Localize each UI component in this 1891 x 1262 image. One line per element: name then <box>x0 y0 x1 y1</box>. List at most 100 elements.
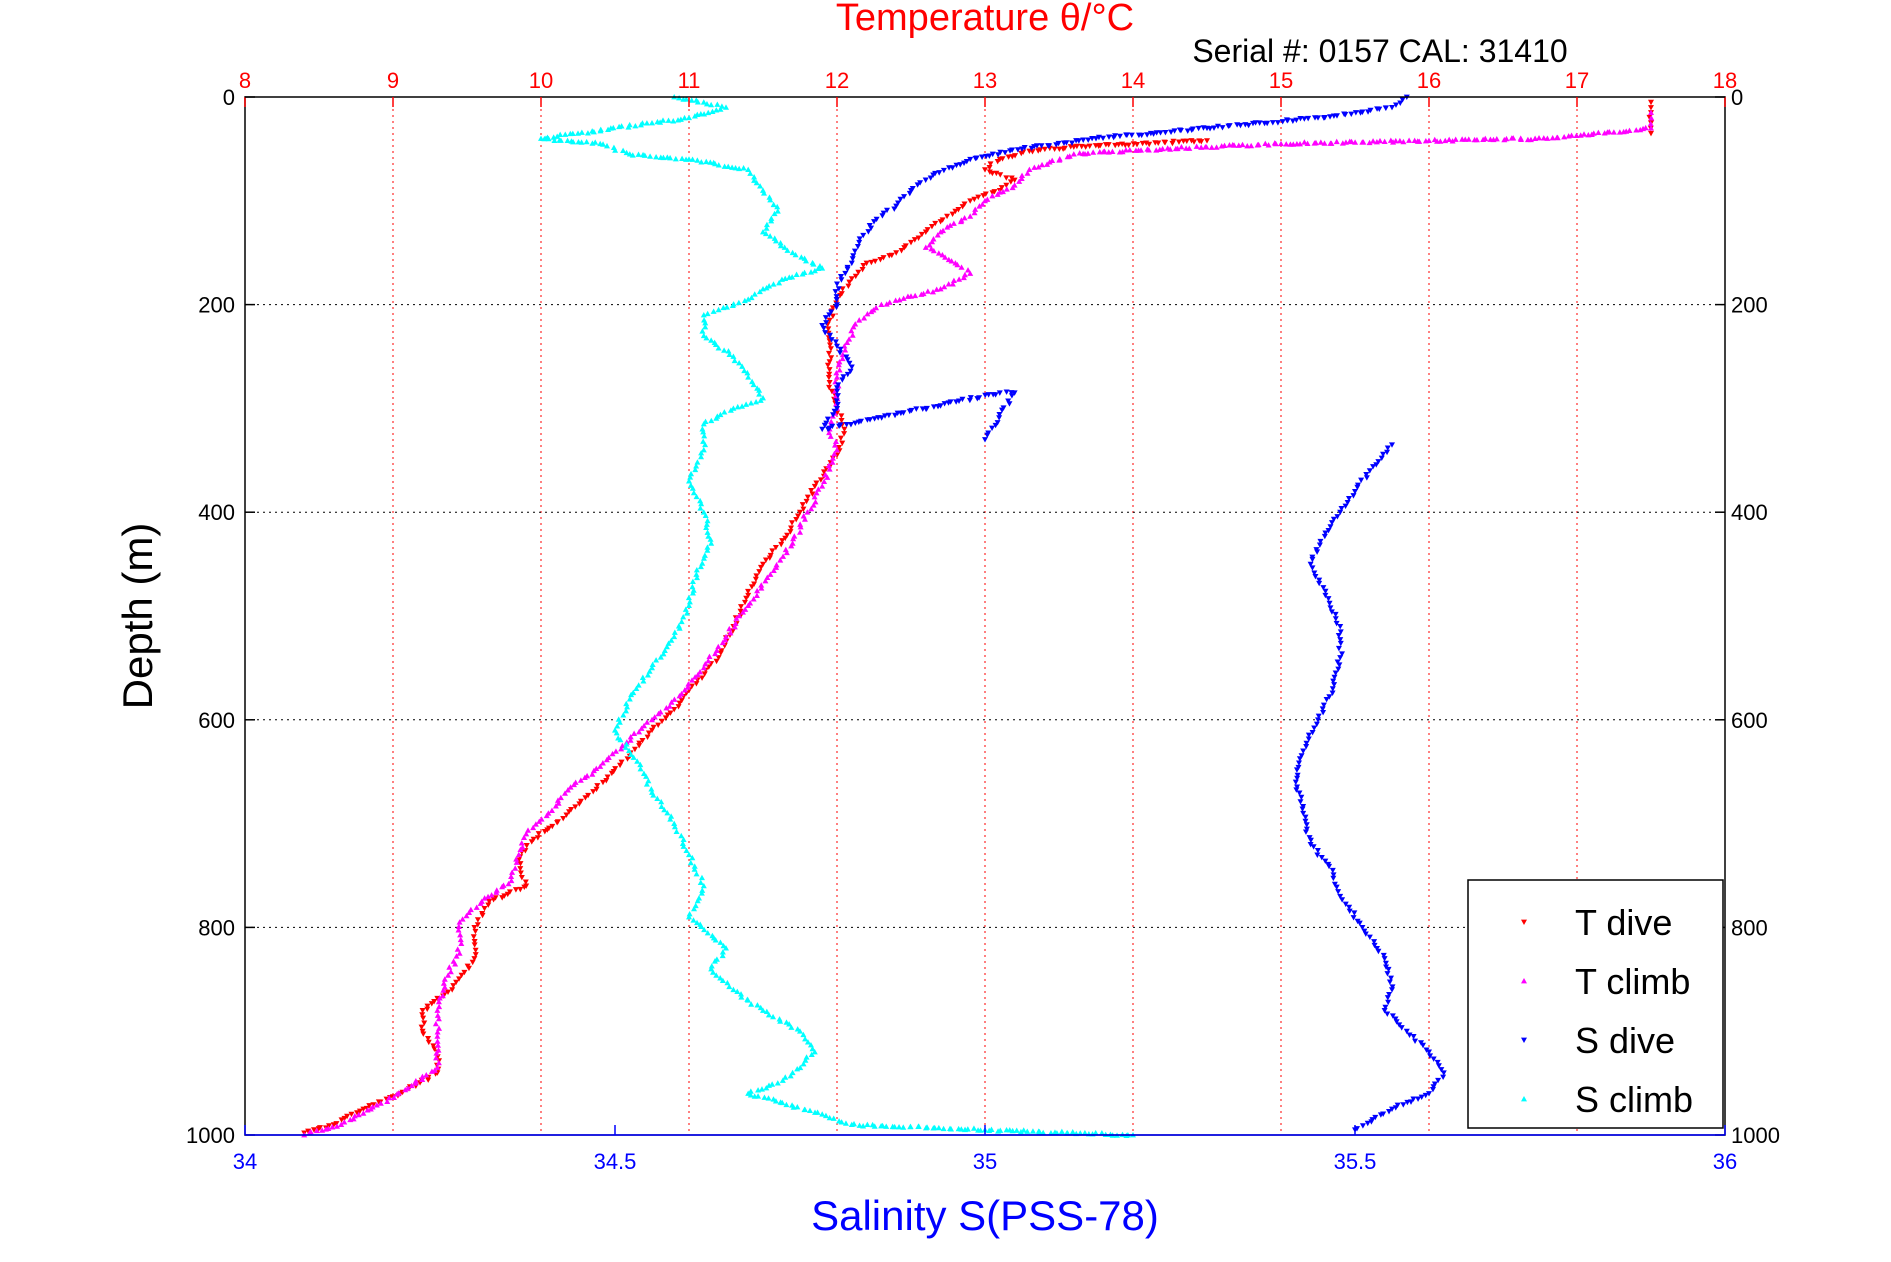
data-point <box>618 759 625 766</box>
data-point <box>948 1126 955 1132</box>
data-point <box>560 816 567 822</box>
data-point <box>811 493 818 500</box>
data-point <box>975 194 982 201</box>
data-point <box>599 760 606 766</box>
data-point <box>838 277 845 283</box>
data-point <box>998 185 1005 191</box>
data-point <box>638 725 645 731</box>
data-point <box>834 406 840 412</box>
data-point <box>723 633 729 640</box>
data-point <box>987 161 994 167</box>
data-point <box>826 1114 833 1121</box>
data-point <box>731 357 738 364</box>
data-point <box>757 397 764 403</box>
data-point <box>627 733 634 740</box>
data-point <box>804 1039 811 1045</box>
data-point <box>989 170 996 177</box>
data-point <box>944 213 951 220</box>
data-point <box>770 1013 777 1020</box>
data-point <box>754 1002 761 1008</box>
data-point <box>725 348 732 354</box>
data-point <box>982 167 988 173</box>
data-point <box>688 97 695 103</box>
data-point <box>1314 852 1321 858</box>
data-point <box>824 362 831 369</box>
data-point <box>711 958 718 964</box>
data-point <box>720 942 727 949</box>
data-point <box>803 1054 810 1060</box>
data-point <box>683 847 690 853</box>
data-point <box>1144 132 1151 138</box>
data-point <box>643 781 650 787</box>
series-s-climb <box>538 94 1136 1138</box>
data-point <box>847 368 854 375</box>
data-point <box>725 163 732 170</box>
data-point <box>1293 787 1300 793</box>
data-point <box>1313 721 1320 727</box>
data-point <box>1426 1049 1432 1055</box>
data-point <box>654 795 661 801</box>
data-point <box>1446 136 1453 142</box>
data-point <box>1322 530 1329 536</box>
data-point <box>1172 145 1179 152</box>
data-point <box>469 959 476 966</box>
data-point <box>926 242 933 248</box>
data-point <box>1370 464 1377 470</box>
data-point <box>820 325 827 332</box>
data-point <box>419 1028 426 1035</box>
data-point <box>1265 142 1272 148</box>
data-point <box>576 801 583 807</box>
data-point <box>717 939 724 945</box>
data-point <box>800 1031 807 1038</box>
data-point <box>1018 150 1025 157</box>
data-point <box>1294 775 1301 782</box>
data-point <box>1341 111 1348 117</box>
data-point <box>774 1080 781 1086</box>
data-point <box>486 899 493 905</box>
data-point <box>745 296 752 302</box>
data-point <box>452 961 459 967</box>
data-point <box>776 279 783 286</box>
data-point <box>1331 682 1338 688</box>
data-point <box>770 201 777 208</box>
data-point <box>1380 952 1387 959</box>
data-point <box>1647 120 1654 127</box>
data-point <box>967 213 974 219</box>
data-point <box>847 422 854 428</box>
data-point <box>1064 153 1071 160</box>
data-point <box>577 777 584 783</box>
data-point <box>1024 1128 1031 1134</box>
data-point <box>1056 146 1063 153</box>
data-point <box>972 206 979 212</box>
salinity-tick-label: 34 <box>233 1149 257 1174</box>
data-point <box>1573 132 1580 138</box>
data-point <box>715 655 722 661</box>
data-point <box>1069 140 1076 146</box>
data-point <box>1312 573 1319 580</box>
data-point <box>472 928 479 935</box>
data-point <box>682 606 689 612</box>
data-point <box>842 1120 849 1126</box>
temperature-tick-label: 12 <box>825 68 849 93</box>
data-point <box>1361 928 1368 935</box>
data-point <box>838 418 845 424</box>
data-point <box>1331 881 1338 888</box>
data-point <box>1081 1129 1088 1136</box>
data-point <box>994 420 1001 426</box>
data-point <box>597 128 604 134</box>
data-point <box>963 158 970 165</box>
data-point <box>1403 1028 1410 1035</box>
data-point <box>1406 137 1413 143</box>
data-point <box>726 625 733 632</box>
data-point <box>1039 161 1046 168</box>
data-point <box>338 1121 345 1128</box>
data-point <box>689 578 696 584</box>
data-point <box>655 710 662 717</box>
data-point <box>680 836 687 842</box>
data-point <box>967 198 974 204</box>
data-point <box>434 1064 441 1070</box>
data-point <box>457 932 464 938</box>
data-point <box>1311 725 1318 731</box>
data-point <box>1351 910 1358 916</box>
